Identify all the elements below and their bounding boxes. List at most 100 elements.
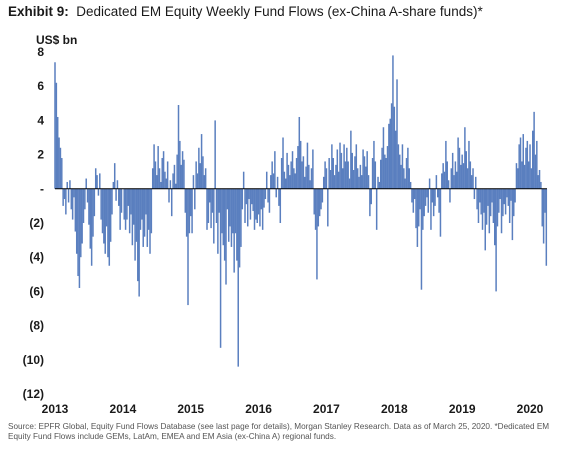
bar [219,188,222,348]
bar [310,168,313,189]
bar [294,173,296,189]
bar [491,188,493,203]
bar [479,188,481,203]
bar [540,181,542,189]
bar [318,188,321,217]
bar [261,188,264,230]
bar [408,168,410,189]
bar [229,188,231,227]
bar [115,188,117,201]
bar [199,163,201,189]
y-tick-label: 8 [37,45,44,59]
bar [460,164,462,189]
y-tick-label: 2 [37,148,44,162]
bar [146,188,149,247]
bar [328,158,330,189]
bar [230,188,233,247]
bar [242,171,245,189]
bar [396,79,398,189]
bar [161,158,163,189]
bar [252,188,254,212]
bar [112,181,115,189]
bar [232,188,234,234]
bar [265,171,268,189]
bar [82,188,85,223]
x-tick-label: 2020 [517,402,544,416]
bar [137,188,139,282]
bar [331,144,333,189]
bar [86,188,89,203]
bar [123,188,125,220]
bar [465,151,467,189]
bar [419,188,421,210]
bar [481,188,484,230]
bar [132,188,135,225]
bar [240,188,242,247]
bar [58,137,60,189]
y-axis-ticks: 8 6 4 2 - (2) (4) (6) (8) (10) (12) [23,45,45,401]
bar [515,163,518,189]
x-tick-label: 2019 [449,402,476,416]
bar [453,175,455,189]
bar [484,188,486,251]
bar [464,127,466,189]
bar [276,176,279,189]
bar [138,188,140,297]
bar [211,188,214,213]
bar [297,146,299,189]
bar [179,140,181,189]
bar [71,188,74,220]
bar [439,188,442,237]
bar [150,188,153,234]
y-tick-label: 4 [37,113,44,127]
bar [96,175,98,189]
bar [74,188,77,232]
bar [503,188,505,205]
bar [158,168,161,189]
x-axis-ticks: 2013 2014 2015 2016 2017 2018 2019 2020 [42,402,544,416]
bar [271,161,273,189]
bar [438,188,440,213]
bar [56,116,59,189]
bar [313,188,315,215]
bar [192,175,195,189]
bar [480,188,482,215]
x-tick-label: 2017 [313,402,340,416]
bar [160,181,162,189]
bar [530,168,533,189]
bar [400,164,402,189]
bar [327,188,329,227]
bar [523,164,526,189]
bar [217,188,219,254]
bar [526,140,529,189]
bar [213,188,215,244]
bar [55,82,58,189]
bar [382,127,385,189]
bar [462,163,465,189]
bar [191,188,193,234]
bar [468,140,470,189]
bar [302,156,305,189]
bar [284,178,287,189]
bar [359,164,362,189]
bar [358,176,360,189]
bar [200,134,203,189]
bar [124,188,127,230]
bar [398,154,401,189]
bar [215,188,218,223]
bar [249,188,252,220]
bar [446,161,448,189]
bar [434,188,436,206]
bar [246,188,249,227]
bar [449,188,451,203]
bar [477,188,480,223]
bar [173,164,176,189]
bar [94,168,97,189]
bar [403,168,405,189]
bar [416,188,419,247]
bar [225,188,227,285]
bar [248,188,250,200]
bar [441,173,443,189]
bar [389,118,391,189]
